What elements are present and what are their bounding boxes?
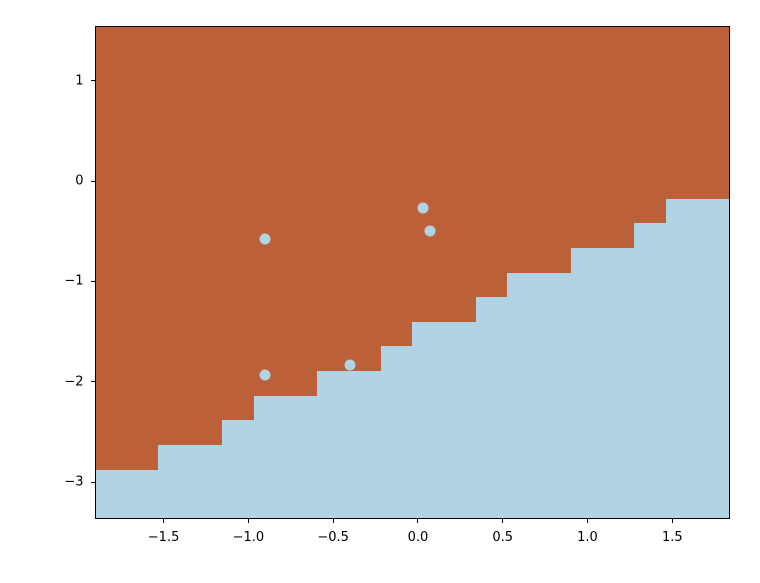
- region-bottom: [317, 371, 349, 519]
- region-bottom: [127, 470, 159, 519]
- region-top: [95, 26, 127, 470]
- region-bottom: [698, 199, 730, 519]
- region-bottom: [476, 297, 508, 519]
- region-top: [317, 26, 349, 371]
- region-top: [222, 26, 254, 421]
- x-tick-label: 1.0: [577, 530, 598, 545]
- x-tick: [672, 519, 673, 524]
- region-top: [412, 26, 444, 322]
- region-top: [603, 26, 635, 248]
- region-bottom: [603, 248, 635, 519]
- region-top: [158, 26, 190, 445]
- figure: −1.5 −1.0 −0.5 0.0 0.5 1.0 1.5 −3 −2 −1 0 1: [0, 0, 760, 583]
- region-bottom: [190, 445, 222, 519]
- y-tick-label: 0: [75, 174, 83, 189]
- scatter-point-class-1: [260, 234, 271, 245]
- region-top: [127, 26, 159, 470]
- scatter-point-class-1: [438, 412, 449, 423]
- region-top: [571, 26, 603, 248]
- y-tick: [91, 381, 96, 382]
- scatter-point-class-1: [424, 226, 435, 237]
- scatter-point-class-1: [260, 369, 271, 380]
- x-tick-label: 1.5: [662, 530, 683, 545]
- region-top: [634, 26, 666, 224]
- x-tick-label: −1.5: [148, 530, 180, 545]
- y-tick-label: 1: [75, 73, 83, 88]
- plot-axes: [95, 26, 730, 519]
- region-bottom: [158, 445, 190, 519]
- x-tick: [333, 519, 334, 524]
- region-bottom: [349, 371, 381, 519]
- region-top: [666, 26, 698, 199]
- scatter-point-class-0: [367, 151, 378, 162]
- region-top: [698, 26, 730, 199]
- scatter-point-class-1: [557, 379, 568, 390]
- region-bottom: [222, 420, 254, 519]
- y-tick-label: −2: [64, 374, 83, 389]
- region-bottom: [254, 396, 286, 519]
- y-tick: [91, 281, 96, 282]
- x-tick-label: −1.0: [233, 530, 265, 545]
- x-tick-label: 0.5: [492, 530, 513, 545]
- region-top: [539, 26, 571, 273]
- x-tick: [163, 519, 164, 524]
- region-bottom: [507, 273, 539, 519]
- region-top: [285, 26, 317, 396]
- y-tick-label: −3: [64, 475, 83, 490]
- region-bottom: [285, 396, 317, 519]
- y-tick: [91, 482, 96, 483]
- region-bottom: [539, 273, 571, 519]
- region-top: [254, 26, 286, 396]
- x-tick: [502, 519, 503, 524]
- region-bottom: [381, 346, 413, 518]
- region-top: [476, 26, 508, 297]
- region-bottom: [666, 199, 698, 519]
- x-tick: [248, 519, 249, 524]
- y-tick-label: −1: [64, 274, 83, 289]
- region-top: [444, 26, 476, 322]
- region-top: [349, 26, 381, 371]
- x-tick-label: −0.5: [317, 530, 349, 545]
- region-bottom: [571, 248, 603, 519]
- region-top: [190, 26, 222, 445]
- y-tick: [91, 80, 96, 81]
- scatter-point-class-1: [418, 203, 429, 214]
- x-tick: [417, 519, 418, 524]
- region-top: [381, 26, 413, 347]
- region-bottom: [634, 223, 666, 519]
- scatter-point-class-0: [514, 154, 525, 165]
- x-tick: [587, 519, 588, 524]
- scatter-point-class-1: [345, 359, 356, 370]
- region-bottom: [95, 470, 127, 519]
- scatter-point-class-0: [506, 120, 517, 131]
- y-tick: [91, 181, 96, 182]
- x-tick-label: 0.0: [408, 530, 429, 545]
- region-bottom: [444, 322, 476, 519]
- region-top: [507, 26, 539, 273]
